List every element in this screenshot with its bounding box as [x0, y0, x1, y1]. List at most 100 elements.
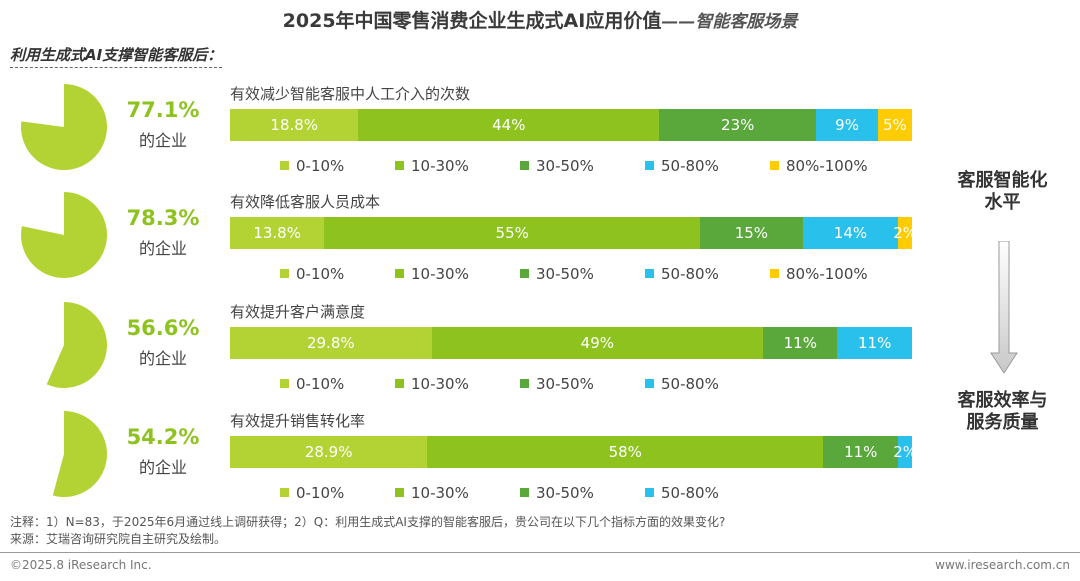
- bar-segment: 11%: [837, 327, 912, 359]
- legend-label: 30-50%: [536, 265, 594, 283]
- side-label-bottom-text: 客服效率与 服务质量: [957, 390, 1048, 433]
- legend-item: 30-50%: [520, 157, 594, 175]
- question-title: 有效提升销售转化率: [230, 412, 366, 430]
- legend-label: 80%-100%: [786, 265, 868, 283]
- share-pie-slice: [46, 302, 107, 388]
- legend-label: 0-10%: [296, 484, 345, 502]
- legend-swatch: [645, 488, 654, 497]
- bar-segment: 9%: [816, 109, 878, 141]
- source-line: 来源：艾瑞咨询研究院自主研究及绘制。: [10, 532, 227, 546]
- legend-item: 30-50%: [520, 375, 594, 393]
- legend-swatch: [645, 379, 654, 388]
- legend-label: 0-10%: [296, 265, 345, 283]
- question-title: 有效降低客服人员成本: [230, 193, 381, 211]
- legend-item: 50-80%: [645, 375, 719, 393]
- legend-item: 0-10%: [280, 484, 344, 502]
- share-pie-slice: [20, 84, 107, 170]
- share-pie: [52, 411, 108, 497]
- legend-label: 30-50%: [536, 484, 594, 502]
- legend-label: 80%-100%: [786, 157, 868, 175]
- legend-item: 50-80%: [645, 265, 719, 283]
- legend-swatch: [395, 269, 404, 278]
- legend-label: 10-30%: [411, 375, 469, 393]
- question-title: 有效减少智能客服中人工介入的次数: [230, 85, 471, 103]
- bar-segment: 14%: [802, 217, 899, 249]
- stacked-bar: 13.8% 55% 15% 14% 2%: [230, 217, 917, 249]
- legend-item: 50-80%: [645, 157, 719, 175]
- legend-item: 0-10%: [280, 157, 344, 175]
- bar-segment: 29.8%: [230, 327, 432, 359]
- bar-segment: 55%: [324, 217, 701, 249]
- bar-segment: 44%: [358, 109, 660, 141]
- legend-item: 80%-100%: [770, 157, 868, 175]
- legend-swatch: [520, 379, 529, 388]
- bar-segment: 18.8%: [230, 109, 359, 141]
- side-label-top: 客服智能化 水平: [940, 170, 1065, 214]
- legend-label: 10-30%: [411, 265, 469, 283]
- bar-segment: 11%: [823, 436, 899, 468]
- legend-item: 10-30%: [395, 157, 469, 175]
- share-label: 的企业: [138, 131, 187, 150]
- legend-swatch: [520, 161, 529, 170]
- legend-label: 50-80%: [661, 157, 719, 175]
- title-suffix: ——智能客服场景: [661, 12, 798, 32]
- legend-label: 50-80%: [661, 265, 719, 283]
- bar-segment: 28.9%: [230, 436, 428, 468]
- legend-item: 0-10%: [280, 375, 344, 393]
- legend-swatch: [395, 161, 404, 170]
- legend-item: 30-50%: [520, 484, 594, 502]
- legend-swatch: [395, 488, 404, 497]
- footer-divider: [0, 552, 1080, 553]
- share-label: 的企业: [138, 349, 187, 368]
- legend-label: 50-80%: [661, 375, 719, 393]
- note-line: 注释：1）N=83，于2025年6月通过线上调研获得；2）Q：利用生成式AI支撑…: [10, 515, 726, 529]
- side-label-bottom: 客服效率与 服务质量: [940, 390, 1065, 434]
- legend-label: 0-10%: [296, 157, 345, 175]
- legend-swatch: [395, 379, 404, 388]
- bar-segment: 2%: [893, 217, 917, 249]
- share-percent: 78.3%: [126, 206, 200, 230]
- bar-segment: 49%: [431, 327, 764, 359]
- question-title: 有效提升客户满意度: [230, 303, 366, 321]
- side-label-top-text: 客服智能化 水平: [957, 170, 1048, 213]
- stacked-bar: 28.9% 58% 11% 2%: [230, 436, 917, 468]
- legend-swatch: [520, 269, 529, 278]
- stacked-bar: 29.8% 49% 11% 11%: [230, 327, 912, 359]
- legend-swatch: [280, 488, 289, 497]
- legend-label: 0-10%: [296, 375, 345, 393]
- legend-swatch: [280, 161, 289, 170]
- legend-swatch: [645, 269, 654, 278]
- legend-label: 10-30%: [411, 157, 469, 175]
- share-percent: 56.6%: [126, 316, 200, 340]
- legend-item: 10-30%: [395, 375, 469, 393]
- share-percent: 54.2%: [126, 425, 200, 449]
- share-pie-slice: [20, 192, 107, 278]
- legend-swatch: [280, 379, 289, 388]
- legend-label: 50-80%: [661, 484, 719, 502]
- chart-subtitle: 利用生成式AI支撑智能客服后：: [10, 44, 223, 68]
- legend-item: 50-80%: [645, 484, 719, 502]
- chart-notes: 注释：1）N=83，于2025年6月通过线上调研获得；2）Q：利用生成式AI支撑…: [10, 514, 725, 548]
- legend-swatch: [280, 269, 289, 278]
- down-arrow-icon: [990, 241, 1018, 374]
- legend-label: 10-30%: [411, 484, 469, 502]
- bar-segment: 5%: [877, 109, 912, 141]
- page-title: 2025年中国零售消费企业生成式AI应用价值——智能客服场景: [0, 6, 1080, 33]
- bar-segment: 23%: [659, 109, 817, 141]
- legend-item: 30-50%: [520, 265, 594, 283]
- bar-segment: 11%: [763, 327, 838, 359]
- legend-swatch: [770, 161, 779, 170]
- legend-swatch: [770, 269, 779, 278]
- share-label: 的企业: [138, 458, 187, 477]
- share-pie: [20, 84, 107, 170]
- bar-segment: 15%: [700, 217, 803, 249]
- share-pie: [46, 302, 107, 388]
- legend-item: 0-10%: [280, 265, 344, 283]
- legend-label: 30-50%: [536, 375, 594, 393]
- legend-label: 30-50%: [536, 157, 594, 175]
- share-percent: 77.1%: [126, 98, 200, 122]
- legend-item: 80%-100%: [770, 265, 868, 283]
- legend-swatch: [520, 488, 529, 497]
- footer-copyright: ©2025.8 iResearch Inc.: [10, 558, 152, 572]
- legend-item: 10-30%: [395, 265, 469, 283]
